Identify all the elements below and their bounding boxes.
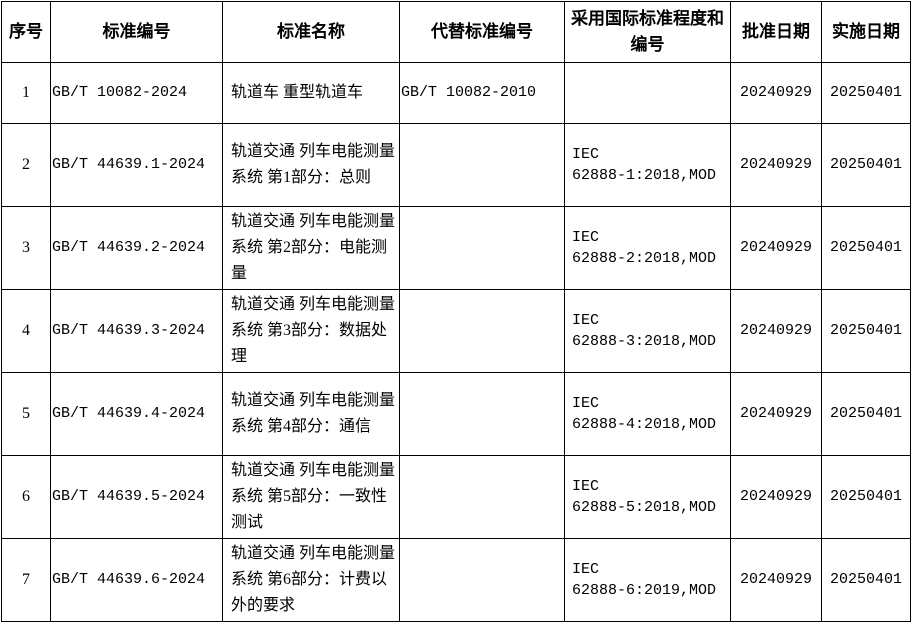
cell-effective: 20250401 [821,372,911,456]
header-effective: 实施日期 [821,1,911,63]
table-row: 4 GB/T 44639.3-2024 轨道交通 列车电能测量系统 第3部分：数据处… [1,289,911,373]
intl-code: 62888-5:2018,MOD [572,499,717,516]
table-row: 6 GB/T 44639.5-2024 轨道交通 列车电能测量系统 第5部分：一致性… [1,455,911,539]
intl-code: 62888-3:2018,MOD [572,333,717,350]
table-row: 2 GB/T 44639.1-2024 轨道交通 列车电能测量系统 第1部分：总则 I… [1,123,911,207]
header-replaces: 代替标准编号 [399,1,565,63]
cell-no: 4 [1,289,51,373]
intl-org: IEC [572,478,600,495]
cell-code: GB/T 44639.1-2024 [50,123,223,207]
cell-name: 轨道交通 列车电能测量系统 第4部分：通信 [222,372,400,456]
intl-org: IEC [572,312,600,329]
cell-intl: IEC 62888-5:2018,MOD [564,455,731,539]
cell-effective: 20250401 [821,123,911,207]
cell-approved: 20240929 [730,62,822,124]
table-row: 7 GB/T 44639.6-2024 轨道交通 列车电能测量系统 第6部分：计费以… [1,538,911,622]
intl-org: IEC [572,561,600,578]
table-row: 1 GB/T 10082-2024 轨道车 重型轨道车 GB/T 10082-2010… [1,62,911,124]
cell-code: GB/T 44639.3-2024 [50,289,223,373]
cell-replaces [399,538,565,622]
table-row: 5 GB/T 44639.4-2024 轨道交通 列车电能测量系统 第4部分：通信 I… [1,372,911,456]
header-code: 标准编号 [50,1,223,63]
header-row: 序号 标准编号 标准名称 代替标准编号 采用国际标准程度和编号 批准日期 实施日… [1,1,911,63]
cell-code: GB/T 44639.2-2024 [50,206,223,290]
cell-replaces [399,123,565,207]
intl-code: 62888-1:2018,MOD [572,167,717,184]
cell-name: 轨道交通 列车电能测量系统 第6部分：计费以外的要求 [222,538,400,622]
cell-intl: IEC 62888-1:2018,MOD [564,123,731,207]
header-intl: 采用国际标准程度和编号 [564,1,731,63]
intl-org: IEC [572,395,600,412]
cell-replaces: GB/T 10082-2010 [399,62,565,124]
cell-no: 3 [1,206,51,290]
header-approved: 批准日期 [730,1,822,63]
cell-effective: 20250401 [821,455,911,539]
header-no: 序号 [1,1,51,63]
cell-no: 5 [1,372,51,456]
cell-no: 7 [1,538,51,622]
cell-intl: IEC 62888-6:2019,MOD [564,538,731,622]
cell-intl [564,62,731,124]
cell-name: 轨道交通 列车电能测量系统 第1部分：总则 [222,123,400,207]
cell-replaces [399,372,565,456]
cell-replaces [399,206,565,290]
cell-effective: 20250401 [821,62,911,124]
intl-code: 62888-2:2018,MOD [572,250,717,267]
cell-intl: IEC 62888-2:2018,MOD [564,206,731,290]
cell-replaces [399,455,565,539]
cell-effective: 20250401 [821,289,911,373]
cell-approved: 20240929 [730,372,822,456]
cell-approved: 20240929 [730,206,822,290]
intl-org: IEC [572,229,600,246]
cell-approved: 20240929 [730,123,822,207]
cell-intl: IEC 62888-3:2018,MOD [564,289,731,373]
intl-org: IEC [572,146,600,163]
cell-code: GB/T 44639.6-2024 [50,538,223,622]
cell-name: 轨道交通 列车电能测量系统 第5部分：一致性测试 [222,455,400,539]
table-row: 3 GB/T 44639.2-2024 轨道交通 列车电能测量系统 第2部分：电能测… [1,206,911,290]
cell-intl: IEC 62888-4:2018,MOD [564,372,731,456]
cell-code: GB/T 44639.5-2024 [50,455,223,539]
cell-approved: 20240929 [730,289,822,373]
cell-effective: 20250401 [821,538,911,622]
cell-approved: 20240929 [730,538,822,622]
cell-name: 轨道交通 列车电能测量系统 第2部分：电能测量 [222,206,400,290]
cell-name: 轨道交通 列车电能测量系统 第3部分：数据处理 [222,289,400,373]
cell-code: GB/T 10082-2024 [50,62,223,124]
cell-no: 2 [1,123,51,207]
intl-code: 62888-6:2019,MOD [572,582,717,599]
cell-effective: 20250401 [821,206,911,290]
cell-name: 轨道车 重型轨道车 [222,62,400,124]
cell-no: 1 [1,62,51,124]
cell-approved: 20240929 [730,455,822,539]
intl-code: 62888-4:2018,MOD [572,416,717,433]
cell-no: 6 [1,455,51,539]
cell-code: GB/T 44639.4-2024 [50,372,223,456]
header-name: 标准名称 [222,1,400,63]
cell-replaces [399,289,565,373]
